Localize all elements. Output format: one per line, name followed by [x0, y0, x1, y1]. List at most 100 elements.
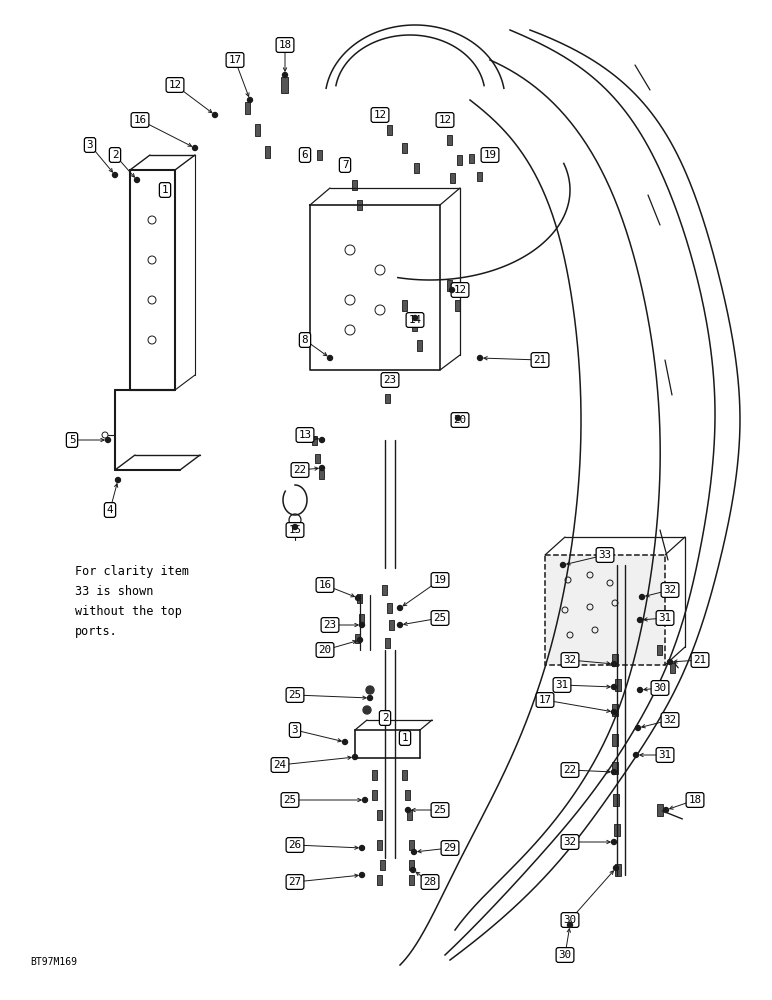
Circle shape — [320, 438, 324, 442]
Circle shape — [134, 178, 140, 182]
Circle shape — [363, 706, 371, 714]
Circle shape — [360, 622, 364, 628]
Text: For clarity item
33 is shown
without the top
ports.: For clarity item 33 is shown without the… — [75, 565, 189, 638]
Bar — [612, 704, 618, 716]
Circle shape — [398, 622, 402, 628]
Circle shape — [611, 662, 617, 666]
Bar — [415, 163, 419, 173]
Text: 16: 16 — [134, 115, 147, 125]
Bar — [378, 875, 382, 885]
Circle shape — [449, 288, 455, 292]
Circle shape — [398, 605, 402, 610]
Text: 32: 32 — [564, 655, 577, 665]
Circle shape — [614, 865, 618, 870]
Text: 16: 16 — [319, 580, 331, 590]
Circle shape — [478, 356, 482, 360]
Bar — [408, 810, 412, 820]
Circle shape — [320, 466, 324, 471]
Text: 1: 1 — [162, 185, 168, 195]
Circle shape — [360, 872, 364, 878]
Bar — [357, 593, 363, 602]
Circle shape — [360, 846, 364, 850]
Bar — [378, 810, 382, 820]
Text: 2: 2 — [112, 150, 118, 160]
Bar — [353, 180, 357, 190]
Text: 23: 23 — [323, 620, 337, 630]
Bar — [373, 790, 378, 800]
Circle shape — [343, 740, 347, 744]
Text: 31: 31 — [556, 680, 568, 690]
Text: 12: 12 — [453, 285, 466, 295]
Bar — [316, 454, 320, 462]
Bar — [448, 279, 452, 290]
Text: 7: 7 — [342, 160, 348, 170]
Text: 3: 3 — [292, 725, 298, 735]
Text: 32: 32 — [564, 837, 577, 847]
Circle shape — [455, 416, 461, 420]
Bar — [451, 173, 455, 183]
Bar — [612, 734, 618, 746]
Circle shape — [412, 316, 418, 320]
Circle shape — [635, 726, 641, 730]
Bar — [615, 864, 621, 876]
Circle shape — [353, 754, 357, 760]
Text: 13: 13 — [299, 430, 311, 440]
Circle shape — [560, 562, 566, 568]
Text: 25: 25 — [434, 805, 446, 815]
Text: 3: 3 — [86, 140, 93, 150]
Text: 27: 27 — [289, 877, 302, 887]
Bar — [405, 790, 411, 800]
Circle shape — [639, 594, 645, 599]
Circle shape — [634, 752, 638, 758]
Text: 25: 25 — [434, 613, 446, 623]
Bar — [657, 804, 663, 816]
Text: 17: 17 — [229, 55, 242, 65]
Text: 6: 6 — [302, 150, 308, 160]
Bar — [412, 320, 418, 330]
Text: 19: 19 — [434, 575, 446, 585]
Bar — [409, 875, 415, 885]
Text: 26: 26 — [289, 840, 302, 850]
Bar — [612, 762, 618, 774]
Circle shape — [248, 98, 252, 103]
Circle shape — [638, 617, 642, 622]
Text: 19: 19 — [483, 150, 496, 160]
Circle shape — [567, 922, 573, 928]
Text: 5: 5 — [69, 435, 75, 445]
Bar — [409, 860, 415, 870]
Bar — [266, 146, 270, 158]
Circle shape — [116, 478, 120, 483]
Bar — [458, 155, 462, 165]
Text: 20: 20 — [319, 645, 331, 655]
Text: 8: 8 — [302, 335, 308, 345]
Bar — [282, 77, 289, 93]
Text: 18: 18 — [279, 40, 292, 50]
Bar — [615, 679, 621, 691]
Bar — [418, 340, 422, 351]
Text: 12: 12 — [168, 80, 181, 90]
Circle shape — [327, 356, 333, 360]
Bar — [658, 645, 662, 655]
Bar — [378, 840, 382, 850]
Bar — [612, 654, 618, 666]
Bar — [381, 860, 385, 870]
Text: 22: 22 — [293, 465, 306, 475]
Circle shape — [411, 850, 417, 854]
Bar — [373, 770, 378, 780]
Text: 21: 21 — [693, 655, 706, 665]
Circle shape — [611, 684, 617, 690]
Text: 31: 31 — [659, 613, 672, 623]
Circle shape — [283, 73, 287, 78]
Circle shape — [366, 686, 374, 694]
Text: 17: 17 — [539, 695, 551, 705]
Circle shape — [192, 145, 198, 150]
Bar — [402, 300, 408, 310]
Bar — [402, 770, 408, 780]
Bar — [256, 124, 260, 136]
Bar — [313, 436, 317, 444]
Text: 25: 25 — [289, 690, 302, 700]
Text: 2: 2 — [381, 713, 388, 723]
Bar — [245, 102, 250, 114]
Bar — [402, 143, 408, 153]
Bar — [385, 638, 391, 648]
